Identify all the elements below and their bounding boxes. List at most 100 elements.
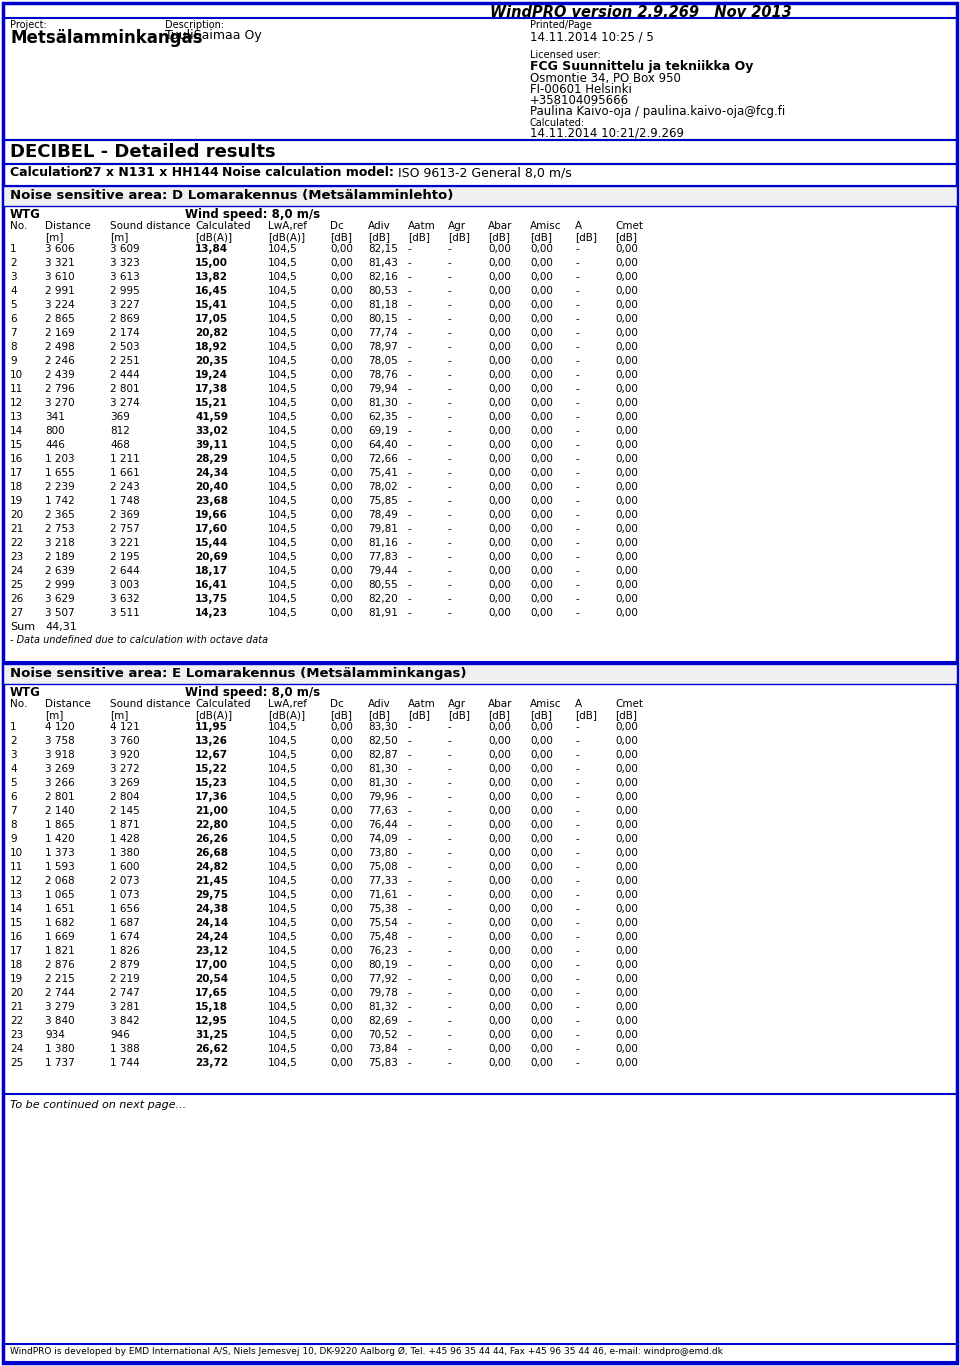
Text: 2 995: 2 995 (110, 285, 140, 296)
Text: 15,21: 15,21 (195, 398, 228, 408)
Text: 0,00: 0,00 (615, 960, 637, 970)
Text: 0,00: 0,00 (330, 806, 353, 816)
Text: 75,08: 75,08 (368, 862, 397, 872)
Text: 0,00: 0,00 (488, 779, 511, 788)
Text: Noise sensitive area: D Lomarakennus (Metsälamminlehto): Noise sensitive area: D Lomarakennus (Me… (10, 189, 453, 202)
Text: -: - (408, 820, 412, 831)
Text: 3 842: 3 842 (110, 1016, 140, 1026)
Text: 0,00: 0,00 (615, 723, 637, 732)
Text: 0,00: 0,00 (530, 891, 553, 900)
Text: 24,24: 24,24 (195, 932, 228, 943)
Text: [dB]: [dB] (488, 710, 510, 720)
Text: -: - (448, 1016, 452, 1026)
Text: To be continued on next page...: To be continued on next page... (10, 1100, 186, 1111)
Text: 75,83: 75,83 (368, 1059, 397, 1068)
Text: 2 246: 2 246 (45, 357, 75, 366)
Text: 0,00: 0,00 (530, 1003, 553, 1012)
Text: 800: 800 (45, 426, 64, 436)
Text: 1 380: 1 380 (45, 1044, 75, 1055)
Text: -: - (575, 1016, 579, 1026)
Text: -: - (408, 792, 412, 802)
Text: 1: 1 (10, 723, 16, 732)
Text: 104,5: 104,5 (268, 552, 298, 561)
Text: DECIBEL - Detailed results: DECIBEL - Detailed results (10, 143, 276, 161)
Text: 0,00: 0,00 (530, 370, 553, 380)
Text: 13: 13 (10, 413, 23, 422)
Text: 1 682: 1 682 (45, 918, 75, 928)
Text: 81,30: 81,30 (368, 779, 397, 788)
Text: Printed/Page: Printed/Page (530, 20, 592, 30)
Text: 16,41: 16,41 (195, 581, 228, 590)
Text: 23: 23 (10, 1030, 23, 1040)
Text: -: - (448, 947, 452, 956)
Text: -: - (408, 496, 412, 505)
Text: 0,00: 0,00 (488, 314, 511, 324)
Text: 104,5: 104,5 (268, 272, 298, 281)
Text: 0,00: 0,00 (530, 285, 553, 296)
Text: 0,00: 0,00 (530, 510, 553, 520)
Text: 2 869: 2 869 (110, 314, 140, 324)
Text: 20,35: 20,35 (195, 357, 228, 366)
Text: Paulina Kaivo-oja / paulina.kaivo-oja@fcg.fi: Paulina Kaivo-oja / paulina.kaivo-oja@fc… (530, 105, 785, 117)
Text: 20,54: 20,54 (195, 974, 228, 984)
Text: 0,00: 0,00 (530, 1044, 553, 1055)
Text: 0,00: 0,00 (530, 496, 553, 505)
Text: 0,00: 0,00 (530, 272, 553, 281)
Text: No.: No. (10, 221, 28, 231)
Text: 0,00: 0,00 (488, 357, 511, 366)
Text: -: - (575, 398, 579, 408)
Text: 4: 4 (10, 285, 16, 296)
Text: 1 380: 1 380 (110, 848, 139, 858)
Text: -: - (575, 426, 579, 436)
Text: -: - (575, 469, 579, 478)
Text: 0,00: 0,00 (330, 301, 353, 310)
Text: 39,11: 39,11 (195, 440, 228, 449)
Text: -: - (575, 258, 579, 268)
Text: -: - (575, 932, 579, 943)
Text: 23,12: 23,12 (195, 947, 228, 956)
Text: 104,5: 104,5 (268, 594, 298, 604)
Text: -: - (448, 608, 452, 617)
Text: 104,5: 104,5 (268, 1016, 298, 1026)
Text: 2 999: 2 999 (45, 581, 75, 590)
Text: 104,5: 104,5 (268, 764, 298, 775)
Text: 28,29: 28,29 (195, 454, 228, 464)
Text: 0,00: 0,00 (330, 538, 353, 548)
Text: -: - (448, 960, 452, 970)
Text: 5: 5 (10, 779, 16, 788)
Text: [dB]: [dB] (448, 232, 470, 242)
Text: 1 373: 1 373 (45, 848, 75, 858)
Text: 104,5: 104,5 (268, 848, 298, 858)
Text: -: - (408, 736, 412, 746)
Text: -: - (575, 552, 579, 561)
Text: 0,00: 0,00 (488, 792, 511, 802)
Text: -: - (448, 328, 452, 337)
Text: 80,19: 80,19 (368, 960, 397, 970)
Text: -: - (408, 272, 412, 281)
Text: 15,23: 15,23 (195, 779, 228, 788)
Text: 0,00: 0,00 (615, 496, 637, 505)
Text: 0,00: 0,00 (488, 245, 511, 254)
Text: 0,00: 0,00 (530, 848, 553, 858)
Text: Calculated:: Calculated: (530, 117, 586, 128)
Text: 104,5: 104,5 (268, 835, 298, 844)
Text: 0,00: 0,00 (615, 398, 637, 408)
Text: 2 879: 2 879 (110, 960, 140, 970)
Text: 0,00: 0,00 (488, 594, 511, 604)
Text: 20: 20 (10, 988, 23, 999)
Text: 73,80: 73,80 (368, 848, 397, 858)
Text: -: - (448, 384, 452, 393)
Text: -: - (448, 904, 452, 914)
Text: 0,00: 0,00 (530, 258, 553, 268)
Text: 2 444: 2 444 (110, 370, 140, 380)
Text: 0,00: 0,00 (530, 862, 553, 872)
Text: 104,5: 104,5 (268, 862, 298, 872)
Text: -: - (448, 750, 452, 759)
Text: 0,00: 0,00 (615, 848, 637, 858)
Text: 33,02: 33,02 (195, 426, 228, 436)
Text: 0,00: 0,00 (530, 932, 553, 943)
Text: 0,00: 0,00 (530, 960, 553, 970)
Text: 3 760: 3 760 (110, 736, 139, 746)
Text: -: - (575, 357, 579, 366)
Text: -: - (408, 779, 412, 788)
